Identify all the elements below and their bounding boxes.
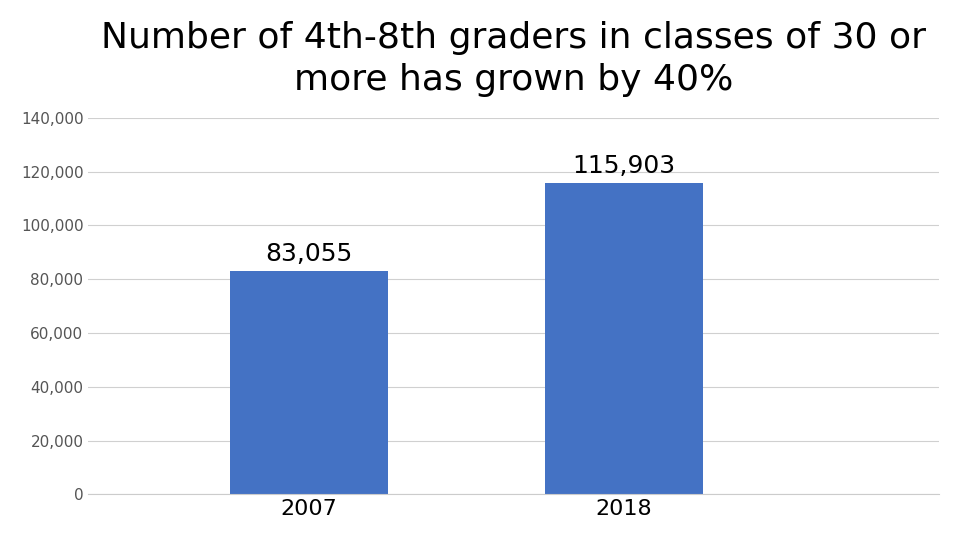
Text: 83,055: 83,055 [265, 242, 352, 266]
Title: Number of 4th-8th graders in classes of 30 or
more has grown by 40%: Number of 4th-8th graders in classes of … [101, 21, 926, 97]
Bar [545, 183, 703, 494]
Bar [230, 271, 388, 494]
Text: 115,903: 115,903 [572, 154, 676, 178]
